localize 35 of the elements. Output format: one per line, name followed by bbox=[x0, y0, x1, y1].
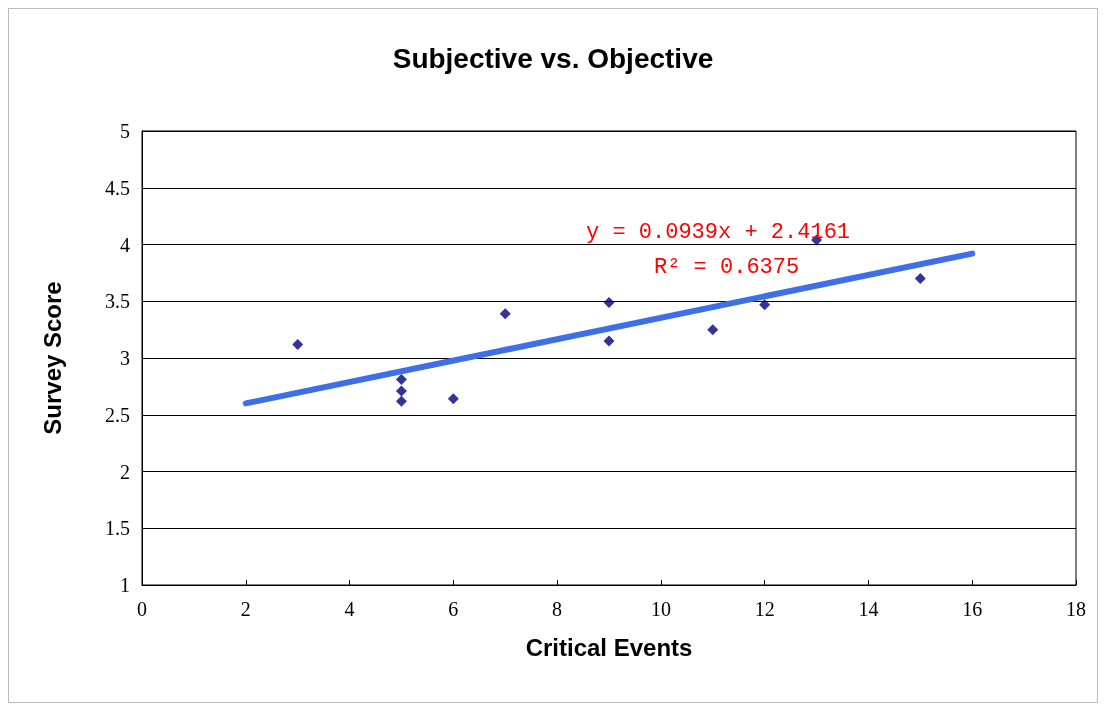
y-tick-label: 4.5 bbox=[105, 176, 130, 199]
y-tick-label: 4 bbox=[120, 233, 130, 256]
annotation: y = 0.0939x + 2.4161 bbox=[586, 219, 851, 245]
x-tick-label: 0 bbox=[137, 598, 147, 620]
y-axis-title: Survey Score bbox=[38, 281, 66, 435]
y-tick-label: 1 bbox=[120, 574, 130, 596]
point bbox=[395, 395, 407, 407]
point bbox=[292, 338, 304, 350]
x-tick-label: 16 bbox=[962, 598, 983, 620]
y-tick-label: 2.5 bbox=[105, 403, 130, 426]
x-tick-label: 8 bbox=[552, 598, 563, 620]
annotation: R² = 0.6375 bbox=[654, 254, 800, 280]
x-tick-label: 12 bbox=[754, 598, 775, 620]
x-tick-label: 10 bbox=[650, 598, 671, 620]
point bbox=[914, 273, 926, 285]
x-tick-label: 6 bbox=[448, 598, 459, 620]
x-tick-label: 18 bbox=[1066, 598, 1086, 620]
point bbox=[603, 296, 615, 308]
y-tick-label: 3 bbox=[120, 347, 130, 369]
y-tick-label: 2 bbox=[120, 460, 130, 483]
x-tick-label: 4 bbox=[344, 598, 355, 620]
point bbox=[395, 385, 407, 397]
point bbox=[447, 393, 459, 405]
y-tick-label: 1.5 bbox=[105, 517, 130, 540]
point bbox=[499, 308, 511, 320]
x-tick-label: 14 bbox=[858, 598, 879, 620]
x-axis-title: Critical Events bbox=[525, 633, 693, 661]
y-tick-label: 5 bbox=[120, 120, 130, 142]
point bbox=[759, 299, 771, 311]
point bbox=[707, 324, 719, 336]
chart-title: Subjective vs. Objective bbox=[392, 42, 714, 74]
x-tick-label: 2 bbox=[240, 598, 251, 620]
point bbox=[395, 374, 407, 386]
y-tick-label: 3.5 bbox=[105, 290, 130, 313]
point bbox=[603, 335, 615, 347]
